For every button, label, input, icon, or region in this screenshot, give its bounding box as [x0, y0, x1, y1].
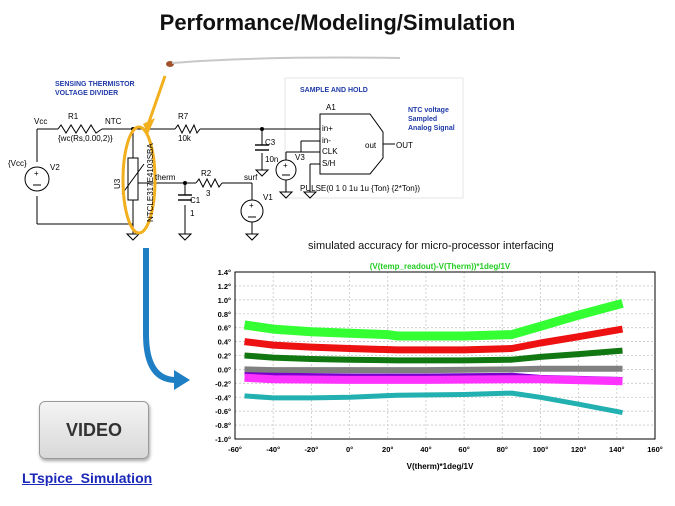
- chart-x-tick-label: -20°: [304, 445, 318, 454]
- resistor-r7: [174, 123, 201, 135]
- chart-x-tick-label: 40°: [420, 445, 431, 454]
- chart-y-tick-label: 1.0°: [218, 296, 231, 305]
- chart-y-tick-label: 1.2°: [218, 282, 231, 291]
- thermistor-highlight: [121, 125, 157, 235]
- chart-y-tick-label: 0.6°: [218, 324, 231, 333]
- label-r7-value: 10k: [178, 134, 192, 143]
- svg-text:+: +: [249, 201, 254, 210]
- capacitor-c1: [178, 194, 192, 201]
- chart-y-tick-label: -0.4°: [215, 393, 231, 402]
- chart-frame: [234, 271, 656, 440]
- label-c3: C3: [265, 138, 276, 147]
- label-c1: C1: [190, 196, 201, 205]
- chart-x-tick-label: -40°: [266, 445, 280, 454]
- chart-x-tick-label: 60°: [458, 445, 469, 454]
- label-v3: V3: [295, 153, 305, 162]
- label-v2: V2: [50, 163, 60, 172]
- svg-text:+: +: [283, 161, 288, 170]
- pin-clk: CLK: [322, 147, 338, 156]
- chart-x-tick-label: 100°: [533, 445, 549, 454]
- resistor-r2: [195, 177, 223, 189]
- chart-series-line-6: [244, 373, 623, 386]
- label-r1-value: {wc(Rs,0.00,2)}: [58, 134, 113, 143]
- pin-out: out: [365, 141, 377, 150]
- chart-x-label: V(therm)*1deg/1V: [407, 462, 474, 471]
- label-out-net: OUT: [396, 141, 413, 150]
- label-r7: R7: [178, 112, 189, 121]
- chart-title: (V(temp_readout)-V(Therm))*1deg/1V: [370, 262, 511, 271]
- chart-y-tick-label: 0.4°: [218, 338, 231, 347]
- resistor-r1: [57, 124, 103, 134]
- thermistor-probe-image: [166, 56, 401, 67]
- chart-y-tick-label: -1.0°: [215, 435, 231, 444]
- accuracy-chart: (V(temp_readout)-V(Therm))*1deg/1V 1.4°1…: [195, 258, 670, 473]
- svg-text:+: +: [34, 169, 39, 178]
- chart-x-tick-label: 140°: [609, 445, 625, 454]
- pin-in-minus: in-: [322, 136, 331, 145]
- ntc-note-2: Sampled: [408, 116, 437, 123]
- chart-series-line-7: [244, 390, 623, 416]
- label-a1: A1: [326, 103, 336, 112]
- pin-in-plus: in+: [322, 124, 333, 133]
- chart-series-line-1: [243, 298, 624, 341]
- label-therm-net: therm: [155, 173, 176, 182]
- sample-hold-a1: [319, 113, 384, 175]
- chart-x-ticks: -60° -40° -20° 0° 20° 40° 60° 80° 100° 120° 140° 16…: [228, 445, 663, 454]
- chart-y-tick-label: 0.8°: [218, 310, 231, 319]
- chart-series: [243, 298, 624, 416]
- pin-sh: S/H: [322, 159, 336, 168]
- blue-arrow: [143, 248, 190, 390]
- chart-x-tick-label: 20°: [382, 445, 393, 454]
- chart-x-tick-label: -60°: [228, 445, 242, 454]
- capacitor-c3: [255, 144, 269, 151]
- chart-y-tick-label: 1.4°: [218, 268, 231, 277]
- label-surf: surf: [244, 173, 258, 182]
- chart-y-tick-label: -0.8°: [215, 421, 231, 430]
- chart-x-tick-label: 80°: [497, 445, 508, 454]
- voltage-source-v2: +: [24, 166, 50, 192]
- chart-y-tick-label: -0.2°: [215, 379, 231, 388]
- label-r1: R1: [68, 112, 79, 121]
- chart-y-tick-label: 0.2°: [218, 352, 231, 361]
- chart-y-tick-label: -0.6°: [215, 407, 231, 416]
- label-vcc: Vcc: [34, 117, 47, 126]
- ltspice-simulation-link[interactable]: LTspice_Simulation: [22, 470, 153, 486]
- schematic-diagram: + + + SENSING THERMISTOR VOLTAGE DIVIDER…: [8, 56, 464, 241]
- heading-sensing-1: SENSING THERMISTOR: [55, 81, 135, 88]
- chart-series-line-3: [244, 347, 623, 364]
- page-title: Performance/Modeling/Simulation: [159, 10, 516, 35]
- label-c3-value: 10n: [265, 155, 278, 164]
- voltage-source-v3: +: [275, 159, 297, 181]
- label-thermistor-part: NTCLE317E4103SBA: [146, 143, 155, 222]
- chart-series-line-2: [244, 325, 624, 354]
- label-ntc: NTC: [105, 117, 122, 126]
- ntc-note-3: Analog Signal: [408, 125, 455, 132]
- heading-sensing-2: VOLTAGE DIVIDER: [55, 90, 118, 97]
- label-u3: U3: [113, 178, 122, 189]
- chart-x-tick-label: 160°: [647, 445, 663, 454]
- video-button[interactable]: VIDEO: [39, 401, 149, 459]
- ground-symbols: [125, 169, 318, 241]
- chart-caption: simulated accuracy for micro-processor i…: [308, 240, 554, 252]
- label-c1-value: 1: [190, 209, 195, 218]
- label-pulse: PULSE(0 1 0 1u 1u {Ton} {2*Ton}): [300, 184, 420, 193]
- chart-series-line-4: [244, 365, 623, 374]
- heading-sample-hold: SAMPLE AND HOLD: [300, 87, 368, 94]
- ntc-note-1: NTC voltage: [408, 107, 449, 114]
- label-v1: V1: [263, 193, 273, 202]
- chart-y-tick-label: 0.0°: [218, 365, 231, 374]
- label-r2: R2: [201, 169, 212, 178]
- label-vcc-source: {Vcc}: [8, 159, 27, 168]
- chart-x-tick-label: 120°: [571, 445, 587, 454]
- voltage-source-v1: +: [240, 199, 264, 223]
- label-r2-value: 3: [206, 189, 211, 198]
- chart-x-tick-label: 0°: [346, 445, 353, 454]
- chart-y-ticks: 1.4° 1.2° 1.0° 0.8° 0.6° 0.4° 0.2° 0.0° -0.2° -0.…: [215, 268, 231, 444]
